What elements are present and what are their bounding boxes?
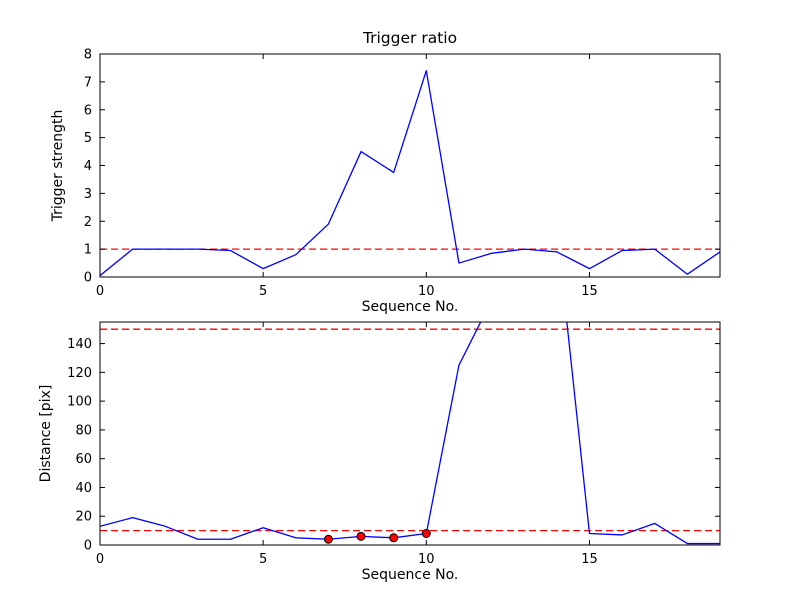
y-axis-label: Trigger strength [50, 110, 66, 223]
x-tick-label: 5 [259, 284, 267, 299]
y-tick-label: 2 [84, 215, 92, 230]
y-tick-label: 100 [67, 395, 92, 410]
axes-box [99, 53, 721, 278]
trigger-points-marker [421, 528, 431, 538]
y-tick-label: 5 [84, 131, 92, 146]
y-tick-label: 140 [67, 337, 92, 352]
x-axis-label: Sequence No. [362, 299, 459, 315]
y-tick-label: 60 [75, 452, 92, 467]
axes-box [99, 321, 721, 546]
trigger-points-marker [323, 534, 333, 544]
y-tick-label: 1 [84, 243, 92, 258]
subplot-2: 0 5 10 15 0 20 40 60 80 100 120 140 Sequence No. Dist… [38, 321, 721, 583]
y-tick-label: 40 [75, 481, 92, 496]
x-tick-label: 5 [259, 552, 267, 567]
x-tick-label: 15 [581, 284, 598, 299]
x-tick-label: 0 [96, 284, 104, 299]
y-axis-label: Distance [pix] [38, 385, 54, 483]
distance-line [100, 322, 720, 545]
y-tick-label: 0 [84, 539, 92, 554]
y-tick-label: 8 [84, 48, 92, 63]
subplot-1: 0 5 10 15 0 1 2 3 4 5 6 7 8 Trigger ratio Sequence No.… [50, 29, 721, 315]
y-tick-label: 80 [75, 423, 92, 438]
y-tick-label: 0 [84, 271, 92, 286]
y-tick-label: 120 [67, 366, 92, 381]
chart-title: Trigger ratio [362, 29, 457, 47]
x-axis-label: Sequence No. [362, 567, 459, 583]
x-tick-label: 15 [581, 552, 598, 567]
trigger-points-marker [356, 531, 366, 541]
y-tick-label: 7 [84, 75, 92, 90]
x-tick-label: 0 [96, 552, 104, 567]
trigger-points-marker [389, 533, 399, 543]
y-tick-label: 3 [84, 187, 92, 202]
y-tick-label: 20 [75, 510, 92, 525]
x-tick-label: 10 [418, 552, 435, 567]
trigger-strength-line [100, 70, 720, 277]
y-tick-label: 6 [84, 103, 92, 118]
x-tick-label: 10 [418, 284, 435, 299]
y-tick-label: 4 [84, 159, 92, 174]
